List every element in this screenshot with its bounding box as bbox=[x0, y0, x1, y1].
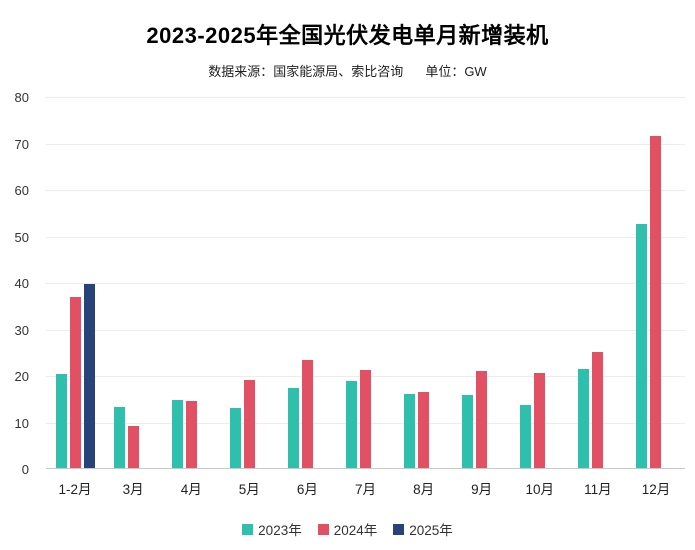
bar-2023年-4月[interactable] bbox=[171, 400, 183, 468]
y-axis-label-50: 50 bbox=[14, 229, 29, 245]
y-axis-label-70: 70 bbox=[14, 136, 29, 152]
data-source-label: 数据来源：国家能源局、索比咨询 bbox=[208, 64, 404, 79]
bar-2024年-7月[interactable] bbox=[360, 369, 371, 468]
bar-2024年-11月[interactable] bbox=[592, 351, 604, 468]
y-axis-label-10: 10 bbox=[14, 415, 29, 431]
bar-2023年-8月[interactable] bbox=[404, 394, 416, 468]
bar-2024年-9月[interactable] bbox=[476, 370, 488, 468]
bar-2023年-5月[interactable] bbox=[229, 408, 241, 468]
legend-swatch-icon bbox=[242, 523, 254, 535]
x-axis-label-11月: 11月 bbox=[584, 482, 612, 497]
plot-area: 0 10 20 30 40 50 60 70 80 bbox=[15, 90, 685, 477]
bar-2023年-6月[interactable] bbox=[287, 388, 299, 468]
y-axis-label-80: 80 bbox=[14, 90, 29, 105]
bar-2023年-10月[interactable] bbox=[520, 404, 532, 468]
legend-label: 2024年 bbox=[333, 523, 378, 538]
bar-2024年-4月[interactable] bbox=[185, 401, 197, 468]
unit-label: 单位：GW bbox=[425, 64, 487, 79]
gridline-50 bbox=[46, 236, 685, 238]
x-axis-label-3月: 3月 bbox=[122, 482, 144, 497]
chart-legend: 2023年 2024年 2025年 bbox=[0, 519, 695, 539]
bar-2024年-1-2月[interactable] bbox=[69, 297, 81, 468]
bar-2023年-12月[interactable] bbox=[636, 223, 648, 468]
bar-2023年-11月[interactable] bbox=[578, 369, 590, 468]
gridline-40 bbox=[46, 283, 685, 284]
y-axis-label-60: 60 bbox=[14, 183, 29, 198]
bar-2024年-8月[interactable] bbox=[418, 391, 430, 468]
bar-2024年-5月[interactable] bbox=[243, 379, 255, 468]
x-axis-label-6月: 6月 bbox=[296, 482, 318, 497]
legend-item-2025年[interactable]: 2025年 bbox=[393, 519, 453, 539]
gridline-30 bbox=[46, 329, 685, 331]
legend-label: 2025年 bbox=[409, 523, 453, 538]
legend-item-2024年[interactable]: 2024年 bbox=[317, 519, 378, 539]
bar-2023年-9月[interactable] bbox=[462, 395, 474, 468]
chart-subtitle: 数据来源：国家能源局、索比咨询 单位：GW bbox=[0, 61, 695, 80]
chart-title: 2023-2025年全国光伏发电单月新增装机 bbox=[146, 23, 549, 48]
x-axis-label-10月: 10月 bbox=[525, 482, 555, 497]
bar-2025年-1-2月[interactable] bbox=[83, 284, 95, 468]
y-axis-label-20: 20 bbox=[14, 369, 29, 384]
bar-2024年-12月[interactable] bbox=[650, 136, 662, 468]
x-axis-label-5月: 5月 bbox=[238, 482, 260, 497]
y-axis-label-40: 40 bbox=[14, 276, 29, 291]
x-axis-label-12月: 12月 bbox=[641, 482, 671, 497]
bar-2023年-3月[interactable] bbox=[113, 406, 125, 468]
x-axis-label-4月: 4月 bbox=[180, 482, 202, 497]
bar-2024年-3月[interactable] bbox=[127, 426, 139, 468]
legend-label: 2023年 bbox=[258, 523, 302, 538]
y-axis-label-0: 0 bbox=[21, 462, 29, 477]
gridline-70 bbox=[46, 143, 685, 145]
bar-2024年-6月[interactable] bbox=[301, 359, 313, 468]
legend-swatch-icon bbox=[317, 523, 329, 535]
x-axis-label-1-2月: 1-2月 bbox=[58, 482, 92, 497]
x-axis-label-8月: 8月 bbox=[413, 482, 435, 497]
bar-2024年-10月[interactable] bbox=[534, 373, 546, 468]
gridline-60 bbox=[46, 190, 685, 191]
gridline-80 bbox=[46, 97, 685, 98]
legend-item-2023年[interactable]: 2023年 bbox=[242, 519, 302, 539]
bar-2023年-7月[interactable] bbox=[346, 381, 357, 468]
y-axis-label-30: 30 bbox=[14, 322, 29, 338]
x-axis-label-7月: 7月 bbox=[354, 482, 376, 497]
bar-2023年-1-2月[interactable] bbox=[55, 373, 67, 468]
x-axis-label-9月: 9月 bbox=[471, 482, 493, 497]
legend-swatch-icon bbox=[393, 523, 405, 535]
